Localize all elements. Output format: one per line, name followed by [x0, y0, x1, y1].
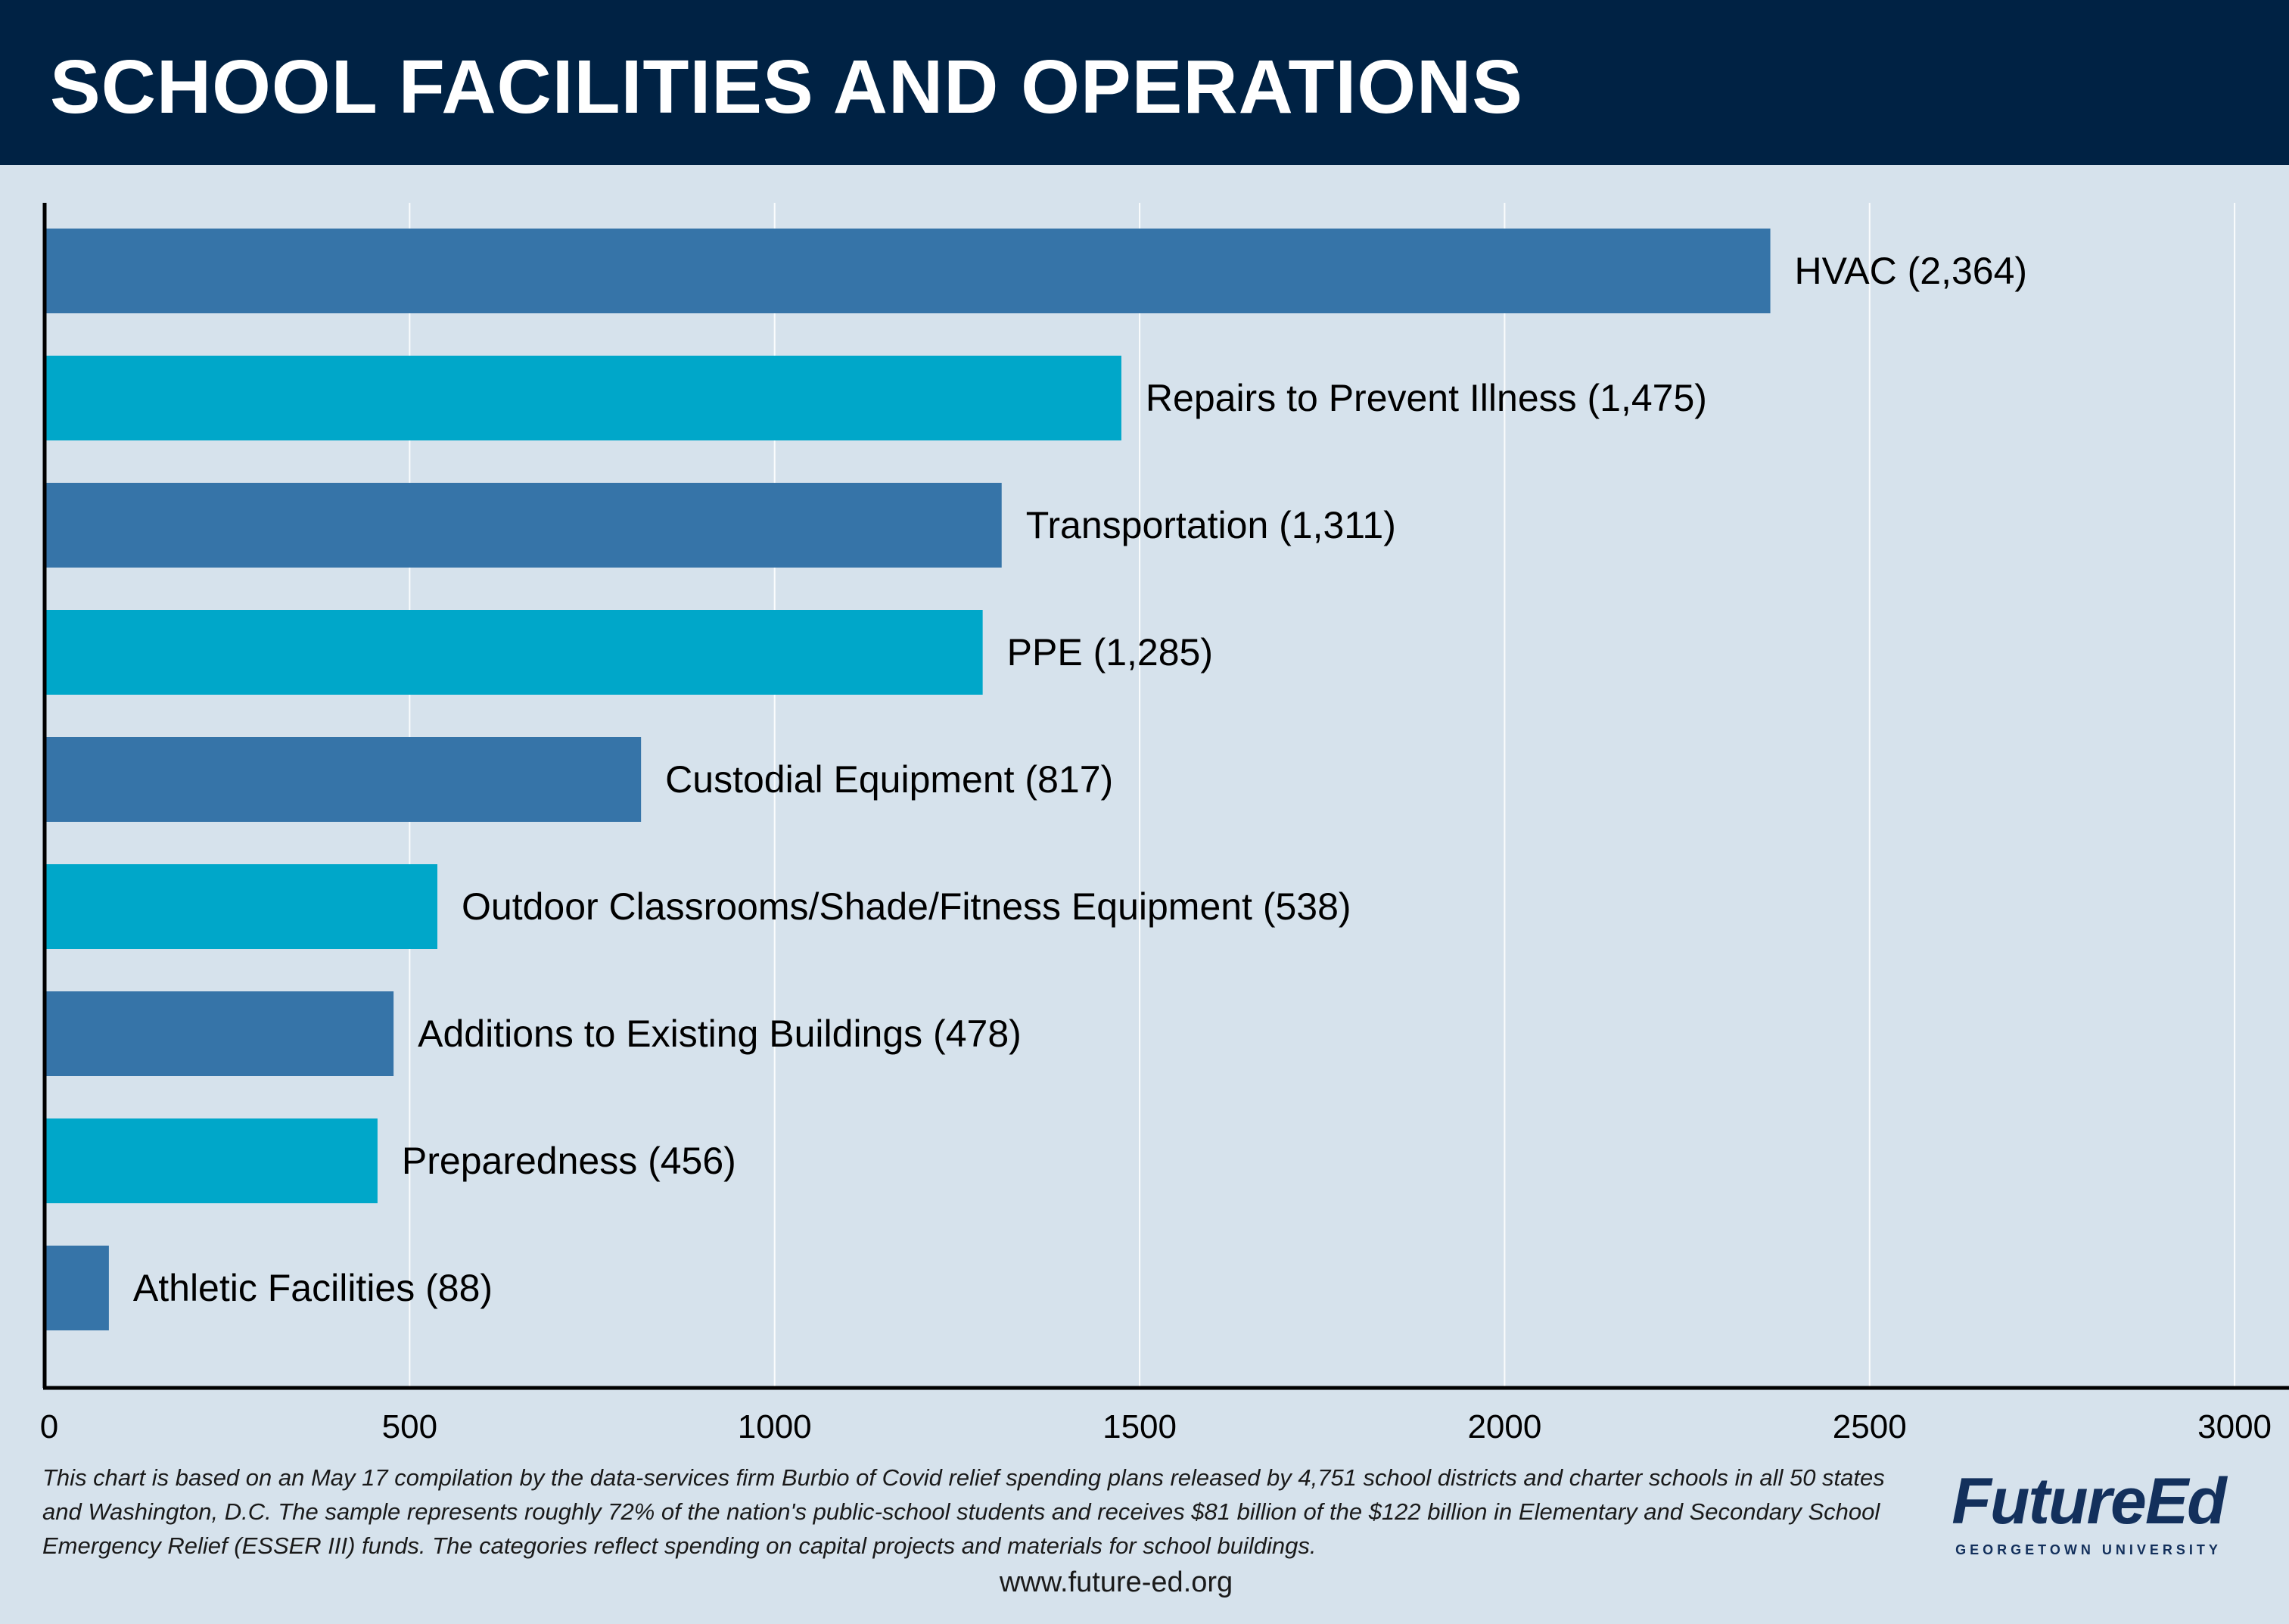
x-tick-label: 2500 [1833, 1408, 1907, 1445]
bar-label: Outdoor Classrooms/Shade/Fitness Equipme… [462, 885, 1351, 928]
bar-label: Transportation (1,311) [1026, 504, 1396, 546]
bar [45, 991, 394, 1076]
website-link[interactable]: www.future-ed.org [999, 1566, 1233, 1598]
x-tick-label: 0 [40, 1408, 58, 1445]
bar-labels: HVAC (2,364) Repairs to Prevent Illness (… [133, 250, 2027, 1309]
footnote: This chart is based on an May 17 compila… [42, 1464, 1885, 1559]
bar [45, 356, 1121, 440]
bar [45, 737, 642, 822]
bar-label: Repairs to Prevent Illness (1,475) [1146, 377, 1707, 419]
x-tick-label: 1000 [738, 1408, 812, 1445]
logo-subtitle: GEORGETOWN UNIVERSITY [1955, 1542, 2222, 1557]
bar-chart: HVAC (2,364) Repairs to Prevent Illness (… [40, 203, 2289, 1445]
x-tick-label: 500 [382, 1408, 437, 1445]
bars [45, 229, 1771, 1330]
x-tick-label: 3000 [2197, 1408, 2272, 1445]
header-banner: SCHOOL FACILITIES AND OPERATIONS [0, 0, 2289, 165]
logo-name: FutureEd [1952, 1465, 2226, 1538]
bar [45, 229, 1771, 313]
x-tick-labels: 0 500 1000 1500 2000 2500 3000 [40, 1408, 2272, 1445]
bar-label: Athletic Facilities (88) [133, 1267, 493, 1309]
bar [45, 610, 983, 695]
bar [45, 1246, 109, 1330]
bar-label: Preparedness (456) [402, 1140, 736, 1182]
bar-label: Additions to Existing Buildings (478) [418, 1013, 1022, 1055]
chart-title: SCHOOL FACILITIES AND OPERATIONS [50, 45, 1523, 129]
bar [45, 1118, 378, 1203]
bar-label: Custodial Equipment (817) [665, 758, 1113, 801]
bar [45, 864, 438, 949]
bar [45, 483, 1002, 568]
x-tick-label: 1500 [1103, 1408, 1177, 1445]
bar-label: HVAC (2,364) [1795, 250, 2028, 292]
x-tick-label: 2000 [1467, 1408, 1541, 1445]
futureed-logo: FutureEd GEORGETOWN UNIVERSITY [1937, 1465, 2240, 1558]
bar-label: PPE (1,285) [1007, 631, 1213, 674]
